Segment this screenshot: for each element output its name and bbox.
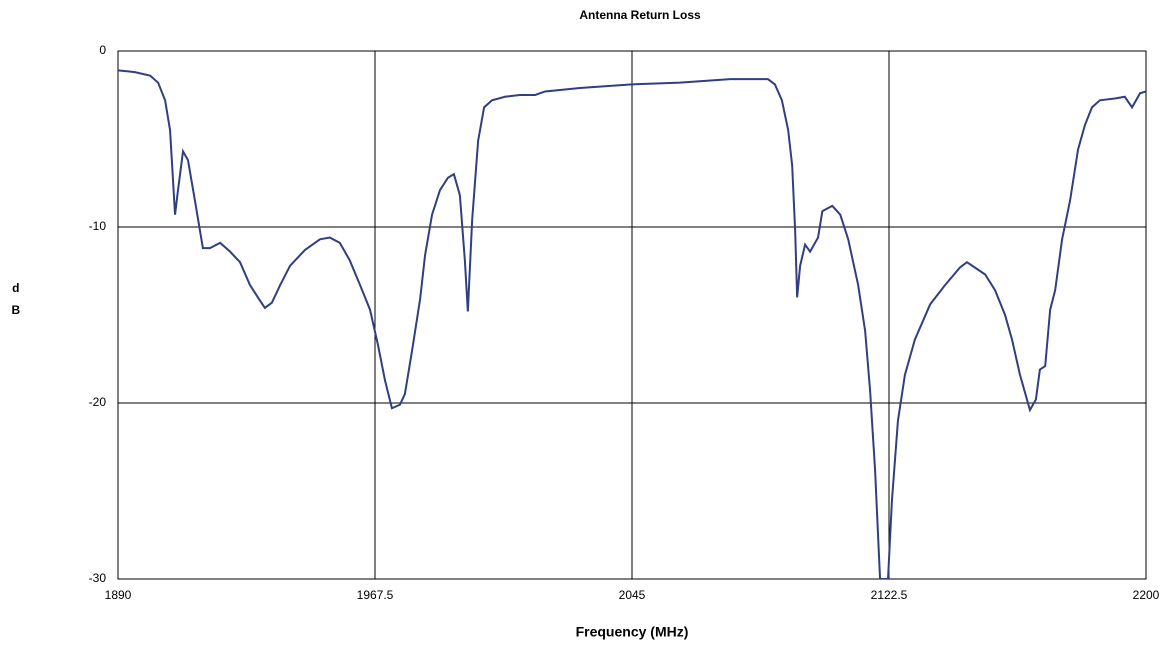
y-tick-label: -20 (89, 395, 107, 409)
x-tick-label: 2045 (619, 588, 646, 602)
x-tick-label: 2200 (1133, 588, 1160, 602)
y-tick-label: -10 (89, 219, 107, 233)
x-axis-label: Frequency (MHz) (576, 624, 689, 640)
data-line (118, 69, 1146, 579)
x-tick-label: 1890 (105, 588, 132, 602)
y-tick-label: 0 (99, 43, 106, 57)
y-tick-label: -30 (89, 571, 107, 585)
chart-title: Antenna Return Loss (579, 8, 701, 22)
x-tick-label: 1967.5 (357, 588, 394, 602)
y-axis-label: dB (9, 281, 23, 325)
x-tick-label: 2122.5 (871, 588, 908, 602)
